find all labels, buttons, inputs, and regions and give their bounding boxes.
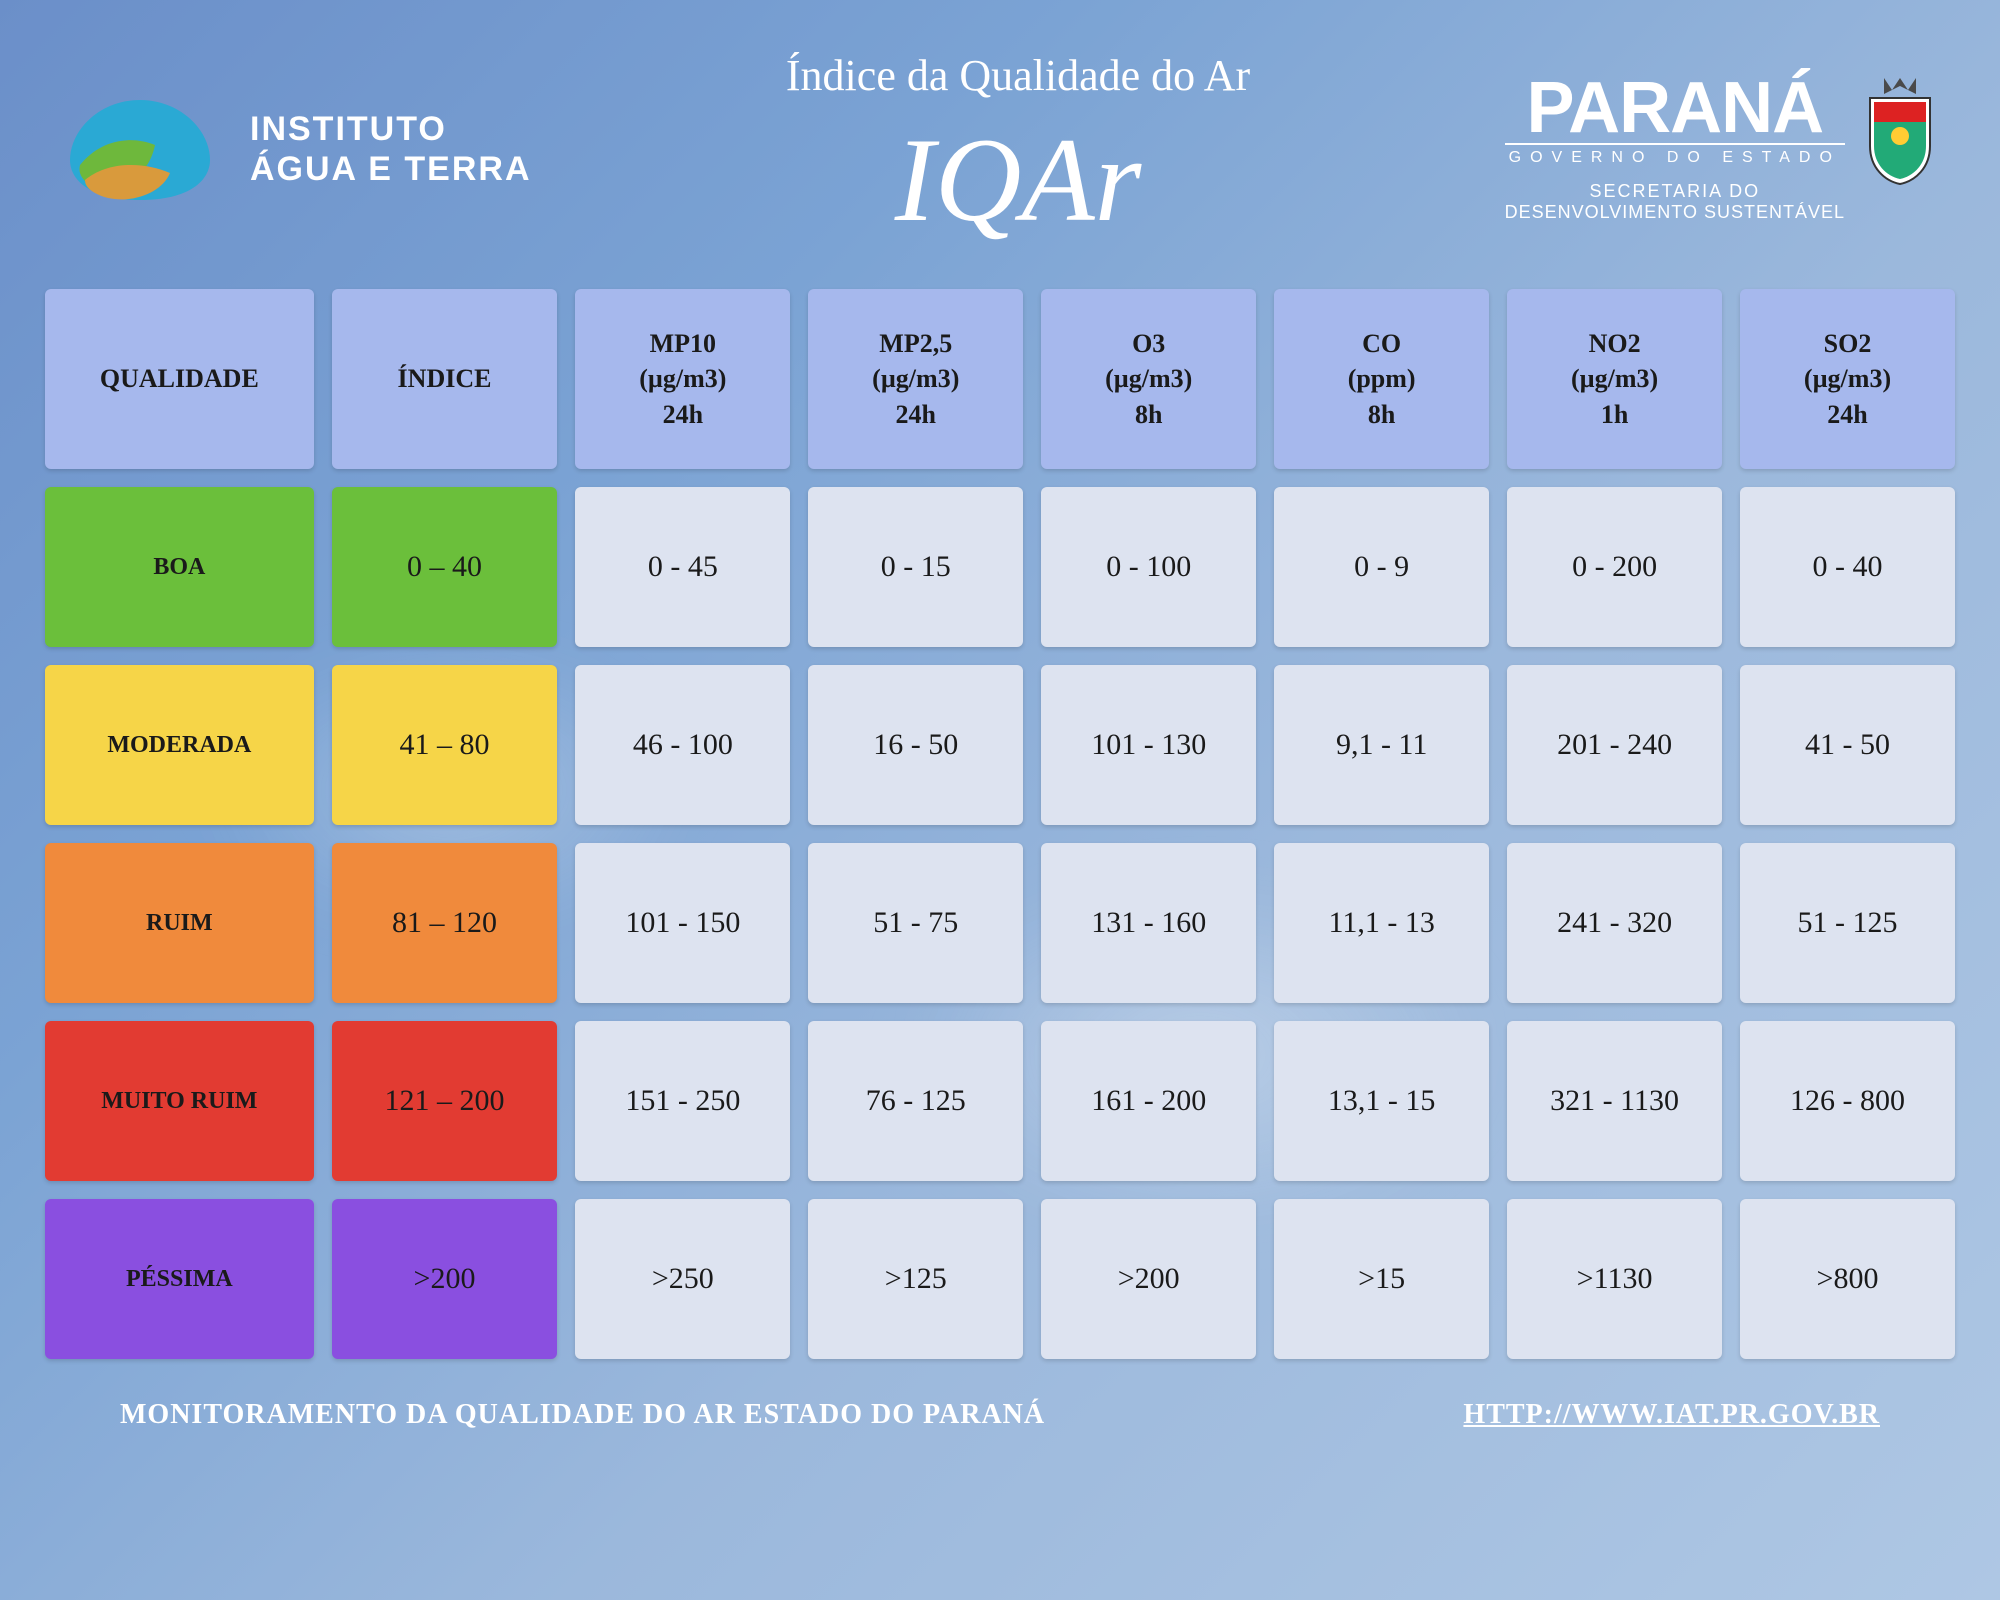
column-header: NO2(µg/m3)1h bbox=[1507, 289, 1722, 469]
data-cell: >1130 bbox=[1507, 1199, 1722, 1359]
parana-sec: SECRETARIA DO bbox=[1505, 181, 1845, 202]
data-cell: >200 bbox=[1041, 1199, 1256, 1359]
quality-cell: PÉSSIMA bbox=[45, 1199, 314, 1359]
iat-text: INSTITUTO ÁGUA E TERRA bbox=[250, 110, 532, 188]
header: INSTITUTO ÁGUA E TERRA Índice da Qualida… bbox=[0, 0, 2000, 279]
data-cell: 51 - 125 bbox=[1740, 843, 1955, 1003]
iqar-title: IQAr bbox=[532, 111, 1505, 249]
iat-logo-block: INSTITUTO ÁGUA E TERRA bbox=[60, 85, 532, 215]
data-cell: 46 - 100 bbox=[575, 665, 790, 825]
data-cell: 126 - 800 bbox=[1740, 1021, 1955, 1181]
index-cell: 0 – 40 bbox=[332, 487, 558, 647]
quality-cell: MUITO RUIM bbox=[45, 1021, 314, 1181]
column-header: SO2(µg/m3)24h bbox=[1740, 289, 1955, 469]
data-cell: 151 - 250 bbox=[575, 1021, 790, 1181]
data-cell: 0 - 9 bbox=[1274, 487, 1489, 647]
index-cell: >200 bbox=[332, 1199, 558, 1359]
data-cell: 201 - 240 bbox=[1507, 665, 1722, 825]
footer: MONITORAMENTO DA QUALIDADE DO AR ESTADO … bbox=[0, 1359, 2000, 1431]
quality-cell: RUIM bbox=[45, 843, 314, 1003]
column-header: MP10(µg/m3)24h bbox=[575, 289, 790, 469]
data-cell: 131 - 160 bbox=[1041, 843, 1256, 1003]
data-cell: 76 - 125 bbox=[808, 1021, 1023, 1181]
column-header: ÍNDICE bbox=[332, 289, 558, 469]
data-cell: 11,1 - 13 bbox=[1274, 843, 1489, 1003]
data-cell: 51 - 75 bbox=[808, 843, 1023, 1003]
data-cell: 16 - 50 bbox=[808, 665, 1023, 825]
data-cell: 101 - 150 bbox=[575, 843, 790, 1003]
quality-cell: MODERADA bbox=[45, 665, 314, 825]
iat-line2: ÁGUA E TERRA bbox=[250, 150, 532, 189]
data-cell: 0 - 100 bbox=[1041, 487, 1256, 647]
data-cell: 0 - 40 bbox=[1740, 487, 1955, 647]
parana-dev: DESENVOLVIMENTO SUSTENTÁVEL bbox=[1505, 202, 1845, 223]
column-header: QUALIDADE bbox=[45, 289, 314, 469]
data-cell: 101 - 130 bbox=[1041, 665, 1256, 825]
page-subtitle: Índice da Qualidade do Ar bbox=[532, 50, 1505, 101]
data-cell: >15 bbox=[1274, 1199, 1489, 1359]
data-cell: 9,1 - 11 bbox=[1274, 665, 1489, 825]
iqar-table: QUALIDADEÍNDICEMP10(µg/m3)24hMP2,5(µg/m3… bbox=[0, 279, 2000, 1359]
parana-word: PARANÁ bbox=[1505, 76, 1845, 141]
data-cell: 0 - 15 bbox=[808, 487, 1023, 647]
data-cell: 241 - 320 bbox=[1507, 843, 1722, 1003]
column-header: CO(ppm)8h bbox=[1274, 289, 1489, 469]
iat-logo-icon bbox=[60, 85, 220, 215]
column-header: MP2,5(µg/m3)24h bbox=[808, 289, 1023, 469]
data-cell: >125 bbox=[808, 1199, 1023, 1359]
index-cell: 41 – 80 bbox=[332, 665, 558, 825]
index-cell: 121 – 200 bbox=[332, 1021, 558, 1181]
center-title: Índice da Qualidade do Ar IQAr bbox=[532, 50, 1505, 249]
data-cell: >800 bbox=[1740, 1199, 1955, 1359]
parana-logo-block: PARANÁ GOVERNO DO ESTADO SECRETARIA DO D… bbox=[1505, 76, 1940, 223]
data-cell: 161 - 200 bbox=[1041, 1021, 1256, 1181]
data-cell: 0 - 200 bbox=[1507, 487, 1722, 647]
parana-crest-icon bbox=[1860, 76, 1940, 186]
footer-url[interactable]: HTTP://WWW.IAT.PR.GOV.BR bbox=[1463, 1399, 1880, 1431]
data-cell: 41 - 50 bbox=[1740, 665, 1955, 825]
data-cell: >250 bbox=[575, 1199, 790, 1359]
quality-cell: BOA bbox=[45, 487, 314, 647]
footer-monitor: MONITORAMENTO DA QUALIDADE DO AR ESTADO … bbox=[120, 1399, 1045, 1431]
data-cell: 13,1 - 15 bbox=[1274, 1021, 1489, 1181]
index-cell: 81 – 120 bbox=[332, 843, 558, 1003]
iat-line1: INSTITUTO bbox=[250, 110, 532, 149]
data-cell: 0 - 45 bbox=[575, 487, 790, 647]
column-header: O3(µg/m3)8h bbox=[1041, 289, 1256, 469]
data-cell: 321 - 1130 bbox=[1507, 1021, 1722, 1181]
